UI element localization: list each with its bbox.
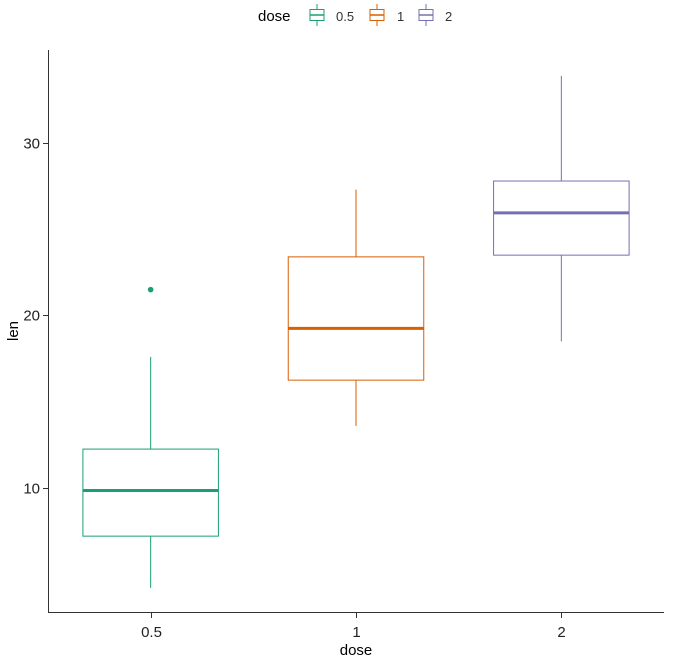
plot-area [82, 75, 630, 588]
x-tick-label: 1 [352, 624, 360, 641]
x-axis-title: dose [340, 642, 373, 659]
y-tick-label: 20 [23, 308, 40, 325]
box [287, 256, 425, 381]
box [82, 448, 219, 537]
y-tick-label: 30 [23, 136, 40, 153]
legend-key-0.5: 0.5 [309, 4, 354, 26]
x-tick-label: 2 [557, 624, 565, 641]
legend-label: 1 [397, 9, 404, 24]
legend-key-2: 2 [418, 4, 452, 26]
legend-key-1: 1 [369, 4, 404, 26]
outlier-point [147, 286, 154, 293]
y-axis-title: len [5, 321, 22, 341]
x-tick-label: 0.5 [141, 624, 162, 641]
box-group-1 [287, 189, 425, 426]
box-group-0.5 [82, 286, 219, 588]
legend-label: 2 [445, 9, 452, 24]
box-group-2 [493, 75, 630, 342]
legend-title: dose [258, 8, 291, 25]
legend-label: 0.5 [336, 9, 354, 24]
box [493, 180, 630, 256]
legend: dose 0.5 1 2 [258, 4, 452, 26]
y-tick-label: 10 [23, 481, 40, 498]
